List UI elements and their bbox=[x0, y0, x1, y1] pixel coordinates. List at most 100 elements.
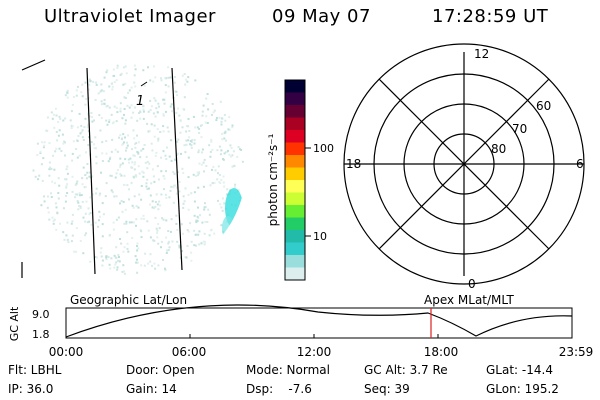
speckle-dot bbox=[188, 136, 191, 139]
speckle-dot bbox=[53, 168, 56, 171]
polar-plot bbox=[343, 43, 585, 285]
speckle-dot bbox=[144, 161, 147, 164]
speckle-dot bbox=[185, 256, 188, 259]
speckle-dot bbox=[228, 116, 231, 119]
speckle-dot bbox=[156, 232, 159, 234]
longitude-line-1 bbox=[86, 67, 96, 275]
speckle-dot bbox=[171, 110, 173, 113]
speckle-dot bbox=[146, 178, 149, 181]
speckle-dot bbox=[205, 165, 208, 167]
speckle-dot bbox=[144, 252, 147, 255]
speckle-dot bbox=[185, 130, 188, 133]
speckle-dot bbox=[227, 149, 229, 152]
speckle-dot bbox=[154, 99, 157, 102]
speckle-dot bbox=[241, 160, 244, 163]
speckle-dot bbox=[153, 262, 156, 265]
speckle-dot bbox=[104, 195, 107, 198]
speckle-dot bbox=[65, 178, 68, 181]
image-speckle bbox=[32, 64, 244, 275]
speckle-dot bbox=[107, 256, 110, 259]
speckle-dot bbox=[190, 251, 193, 254]
speckle-dot bbox=[154, 115, 157, 118]
speckle-dot bbox=[213, 232, 216, 235]
speckle-dot bbox=[130, 86, 133, 89]
speckle-dot bbox=[137, 141, 140, 144]
speckle-dot bbox=[126, 184, 129, 187]
speckle-dot bbox=[107, 160, 110, 163]
speckle-dot bbox=[90, 223, 93, 226]
speckle-dot bbox=[187, 139, 190, 142]
speckle-dot bbox=[65, 168, 68, 171]
speckle-dot bbox=[179, 119, 182, 122]
speckle-dot bbox=[180, 223, 183, 226]
speckle-dot bbox=[140, 264, 143, 267]
speckle-dot bbox=[84, 234, 87, 237]
speckle-dot bbox=[122, 83, 125, 86]
speckle-dot bbox=[98, 219, 100, 222]
speckle-dot bbox=[156, 229, 159, 232]
speckle-dot bbox=[198, 243, 201, 246]
speckle-dot bbox=[80, 194, 83, 197]
speckle-dot bbox=[137, 247, 140, 250]
status-dsp: Dsp: -7.6 bbox=[246, 382, 312, 396]
speckle-dot bbox=[119, 165, 122, 168]
speckle-dot bbox=[100, 103, 103, 106]
speckle-dot bbox=[83, 126, 86, 129]
speckle-dot bbox=[113, 254, 116, 257]
speckle-dot bbox=[109, 156, 112, 159]
speckle-dot bbox=[154, 201, 157, 203]
speckle-dot bbox=[79, 194, 81, 197]
speckle-dot bbox=[70, 240, 73, 243]
speckle-dot bbox=[101, 141, 104, 144]
speckle-dot bbox=[76, 180, 79, 183]
speckle-dot bbox=[211, 103, 214, 105]
speckle-dot bbox=[119, 202, 121, 205]
speckle-dot bbox=[154, 76, 157, 79]
speckle-dot bbox=[162, 175, 165, 177]
speckle-dot bbox=[145, 185, 148, 188]
speckle-dot bbox=[55, 206, 58, 209]
speckle-dot bbox=[176, 94, 178, 97]
speckle-dot bbox=[203, 206, 206, 209]
speckle-dot bbox=[167, 130, 170, 133]
longitude-line-2 bbox=[171, 67, 183, 271]
speckle-dot bbox=[79, 206, 82, 209]
speckle-dot bbox=[178, 190, 181, 193]
speckle-dot bbox=[123, 141, 125, 144]
speckle-dot bbox=[196, 126, 199, 129]
speckle-dot bbox=[170, 159, 173, 162]
speckle-dot bbox=[142, 214, 145, 217]
colorbar-band bbox=[285, 230, 305, 243]
speckle-dot bbox=[228, 128, 231, 131]
speckle-dot bbox=[115, 79, 118, 82]
speckle-dot bbox=[85, 200, 88, 203]
speckle-dot bbox=[115, 218, 118, 221]
colorbar-band bbox=[285, 105, 305, 118]
speckle-dot bbox=[40, 163, 43, 166]
speckle-dot bbox=[225, 151, 228, 154]
speckle-dot bbox=[157, 242, 160, 245]
speckle-dot bbox=[99, 129, 102, 132]
speckle-dot bbox=[156, 111, 159, 114]
speckle-dot bbox=[120, 200, 123, 203]
speckle-dot bbox=[150, 123, 153, 126]
speckle-dot bbox=[131, 204, 134, 207]
speckle-dot bbox=[136, 249, 139, 252]
speckle-dot bbox=[223, 137, 226, 140]
speckle-dot bbox=[106, 123, 109, 126]
speckle-dot bbox=[154, 216, 157, 219]
speckle-dot bbox=[176, 228, 179, 231]
speckle-dot bbox=[110, 150, 113, 153]
speckle-dot bbox=[229, 144, 232, 147]
speckle-dot bbox=[165, 252, 168, 254]
speckle-dot bbox=[58, 184, 61, 187]
speckle-dot bbox=[164, 267, 166, 270]
speckle-dot bbox=[136, 271, 139, 274]
speckle-dot bbox=[217, 165, 220, 168]
speckle-dot bbox=[50, 111, 53, 114]
speckle-dot bbox=[197, 186, 200, 189]
speckle-dot bbox=[183, 144, 186, 147]
speckle-dot bbox=[157, 208, 160, 211]
speckle-dot bbox=[54, 107, 57, 110]
speckle-dot bbox=[222, 181, 225, 184]
